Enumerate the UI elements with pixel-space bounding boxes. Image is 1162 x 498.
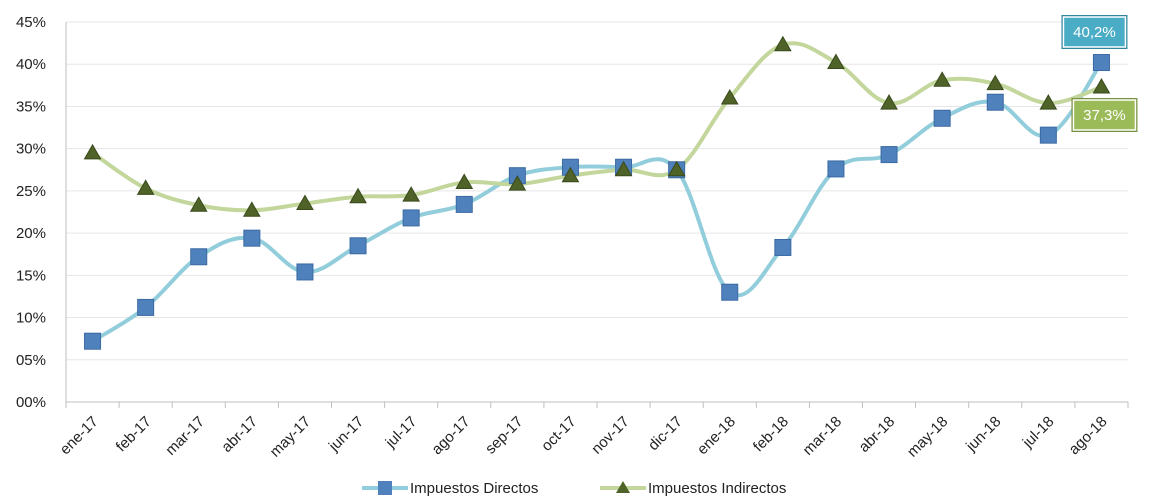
marker-indirectos xyxy=(296,194,314,211)
callout-box xyxy=(1072,99,1137,131)
marker-directos xyxy=(721,283,739,301)
y-tick-label: 00% xyxy=(16,394,46,411)
x-tick-label: feb-17 xyxy=(113,413,155,455)
series-markers xyxy=(83,35,1111,350)
legend: Impuestos Directos Impuestos Indirectos xyxy=(362,480,786,497)
marker-indirectos xyxy=(455,173,474,189)
callout-box xyxy=(1062,16,1127,48)
marker-directos xyxy=(933,109,951,127)
marker-directos xyxy=(986,93,1004,111)
marker-directos xyxy=(1092,54,1110,72)
x-tick-label: jul-17 xyxy=(382,413,421,452)
marker-indirectos xyxy=(508,175,527,191)
callout-label: 37,3% xyxy=(1083,107,1126,124)
series-lines xyxy=(90,41,1104,344)
marker-directos xyxy=(137,298,155,316)
marker-directos xyxy=(880,146,898,164)
x-axis-ticks: ene-17 feb-17 mar-17 abr-17 may-17 jun-17 jul-… xyxy=(57,413,1111,460)
marker-indirectos xyxy=(242,201,261,217)
marker-indirectos xyxy=(1039,94,1058,110)
marker-directos xyxy=(190,248,208,266)
y-tick-label: 30% xyxy=(16,141,46,158)
y-tick-label: 40% xyxy=(16,56,46,73)
callout-label: 40,2% xyxy=(1073,24,1116,41)
marker-indirectos xyxy=(1092,78,1111,94)
legend-marker-square xyxy=(378,481,392,495)
y-tick-label: 45% xyxy=(16,14,46,31)
x-tick-label: may-17 xyxy=(267,413,314,460)
y-tick-label: 20% xyxy=(16,225,46,242)
marker-indirectos xyxy=(136,179,155,195)
series-line-directos xyxy=(90,60,1104,344)
marker-indirectos xyxy=(614,160,633,177)
x-tick-label: abr-18 xyxy=(856,413,899,456)
marker-indirectos xyxy=(83,143,102,160)
marker-directos xyxy=(774,238,792,256)
y-tick-label: 15% xyxy=(16,267,46,284)
marker-directos xyxy=(455,195,473,213)
marker-indirectos xyxy=(561,166,580,183)
marker-directos xyxy=(296,263,314,281)
x-tick-label: feb-18 xyxy=(750,413,792,455)
x-tick-label: may-18 xyxy=(904,413,951,460)
axes xyxy=(65,22,1129,408)
marker-indirectos xyxy=(402,186,421,202)
marker-directos xyxy=(827,160,845,178)
marker-indirectos xyxy=(933,71,952,87)
y-axis-ticks: 00% 05% 10% 15% 20% 25% 30% 35% 40% 45% xyxy=(16,14,46,411)
marker-directos xyxy=(402,209,420,227)
x-tick-label: jun-17 xyxy=(325,413,367,455)
x-tick-label: jun-18 xyxy=(962,413,1004,455)
marker-indirectos xyxy=(773,35,792,52)
x-tick-label: jul-18 xyxy=(1019,413,1058,452)
data-callouts: 40,2% 37,3% xyxy=(1061,15,1138,132)
marker-indirectos xyxy=(189,196,208,212)
x-tick-label: mar-18 xyxy=(800,413,846,459)
marker-indirectos xyxy=(827,53,845,70)
marker-indirectos xyxy=(720,88,739,105)
x-tick-label: ago-17 xyxy=(428,413,473,458)
marker-directos xyxy=(243,229,261,247)
x-tick-label: ene-17 xyxy=(57,413,102,458)
marker-directos xyxy=(349,237,367,255)
x-tick-label: oct-17 xyxy=(538,413,580,455)
x-tick-label: ago-18 xyxy=(1066,413,1111,458)
grid-lines xyxy=(66,21,1128,361)
marker-directos xyxy=(84,332,102,350)
marker-indirectos xyxy=(986,74,1005,91)
marker-indirectos xyxy=(349,187,367,204)
x-tick-label: abr-17 xyxy=(218,413,261,456)
marker-directos xyxy=(1039,126,1057,144)
y-tick-label: 35% xyxy=(16,98,46,115)
legend-label: Impuestos Directos xyxy=(410,480,538,497)
legend-label: Impuestos Indirectos xyxy=(648,480,786,497)
y-tick-label: 25% xyxy=(16,183,46,200)
y-tick-label: 05% xyxy=(16,352,46,369)
marker-indirectos xyxy=(880,94,898,110)
legend-marker-triangle xyxy=(616,481,630,493)
x-tick-label: sep-17 xyxy=(482,413,526,457)
x-tick-label: nov-17 xyxy=(588,413,632,457)
x-tick-label: dic-17 xyxy=(645,413,686,454)
x-tick-label: ene-18 xyxy=(694,413,739,458)
x-tick-label: mar-17 xyxy=(162,413,208,459)
y-tick-label: 10% xyxy=(16,310,46,327)
marker-indirectos xyxy=(667,160,686,177)
